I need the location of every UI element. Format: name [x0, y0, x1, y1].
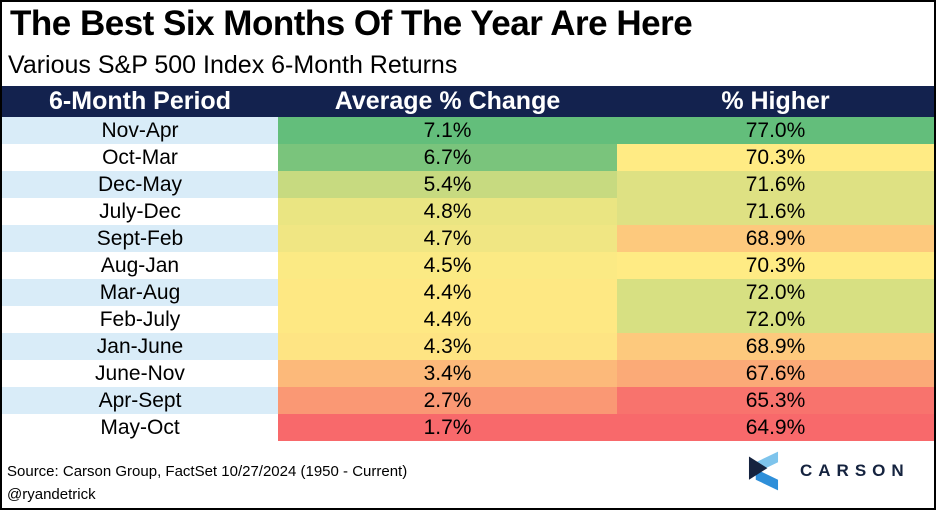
period-cell: Jan-June: [2, 333, 278, 360]
period-cell: Feb-July: [2, 306, 278, 333]
avg-change-cell: 4.7%: [278, 225, 617, 252]
table-row: Oct-Mar 6.7% 70.3%: [2, 144, 934, 171]
header-avg-change: Average % Change: [334, 87, 561, 115]
table-row: Feb-July 4.4% 72.0%: [2, 306, 934, 333]
avg-change-cell: 3.4%: [278, 360, 617, 387]
avg-change-cell: 4.3%: [278, 333, 617, 360]
header-period: 6-Month Period: [49, 87, 231, 115]
avg-change-cell: 5.4%: [278, 171, 617, 198]
carson-chevron-icon: [748, 451, 779, 491]
period-cell: Apr-Sept: [2, 387, 278, 414]
avg-change-cell: 4.4%: [278, 306, 617, 333]
page-subtitle: Various S&P 500 Index 6-Month Returns: [8, 51, 458, 79]
table-row: Dec-May 5.4% 71.6%: [2, 171, 934, 198]
period-cell: Mar-Aug: [2, 279, 278, 306]
table-row: June-Nov 3.4% 67.6%: [2, 360, 934, 387]
period-cell: Nov-Apr: [2, 117, 278, 144]
header-pct-higher: % Higher: [721, 87, 830, 115]
period-cell: July-Dec: [2, 198, 278, 225]
table-body: Nov-Apr 7.1% 77.0% Oct-Mar 6.7% 70.3% De…: [2, 117, 934, 441]
period-cell: Sept-Feb: [2, 225, 278, 252]
avg-change-cell: 6.7%: [278, 144, 617, 171]
pct-higher-cell: 71.6%: [617, 198, 934, 225]
table-row: Mar-Aug 4.4% 72.0%: [2, 279, 934, 306]
pct-higher-cell: 68.9%: [617, 333, 934, 360]
table-row: Jan-June 4.3% 68.9%: [2, 333, 934, 360]
source-text: Source: Carson Group, FactSet 10/27/2024…: [7, 463, 408, 480]
avg-change-cell: 2.7%: [278, 387, 617, 414]
period-cell: Aug-Jan: [2, 252, 278, 279]
avg-change-cell: 4.5%: [278, 252, 617, 279]
avg-change-cell: 1.7%: [278, 414, 617, 441]
period-cell: June-Nov: [2, 360, 278, 387]
avg-change-cell: 4.4%: [278, 279, 617, 306]
table-row: July-Dec 4.8% 71.6%: [2, 198, 934, 225]
period-cell: Oct-Mar: [2, 144, 278, 171]
table-row: Sept-Feb 4.7% 68.9%: [2, 225, 934, 252]
period-cell: May-Oct: [2, 414, 278, 441]
pct-higher-cell: 64.9%: [617, 414, 934, 441]
pct-higher-cell: 72.0%: [617, 306, 934, 333]
carson-logo: CARSON: [748, 451, 910, 491]
table-row: Apr-Sept 2.7% 65.3%: [2, 387, 934, 414]
table-row: Aug-Jan 4.5% 70.3%: [2, 252, 934, 279]
pct-higher-cell: 70.3%: [617, 144, 934, 171]
avg-change-cell: 4.8%: [278, 198, 617, 225]
pct-higher-cell: 72.0%: [617, 279, 934, 306]
pct-higher-cell: 70.3%: [617, 252, 934, 279]
pct-higher-cell: 77.0%: [617, 117, 934, 144]
table-header-row: 6-Month Period Average % Change % Higher: [2, 86, 934, 117]
carson-logo-text: CARSON: [800, 461, 910, 480]
avg-change-cell: 7.1%: [278, 117, 617, 144]
returns-table: 6-Month Period Average % Change % Higher…: [2, 86, 934, 441]
table-row: May-Oct 1.7% 64.9%: [2, 414, 934, 441]
period-cell: Dec-May: [2, 171, 278, 198]
pct-higher-cell: 68.9%: [617, 225, 934, 252]
pct-higher-cell: 71.6%: [617, 171, 934, 198]
pct-higher-cell: 65.3%: [617, 387, 934, 414]
author-handle-text: @ryandetrick: [7, 486, 96, 503]
table-row: Nov-Apr 7.1% 77.0%: [2, 117, 934, 144]
page-title: The Best Six Months Of The Year Are Here: [10, 4, 693, 43]
pct-higher-cell: 67.6%: [617, 360, 934, 387]
